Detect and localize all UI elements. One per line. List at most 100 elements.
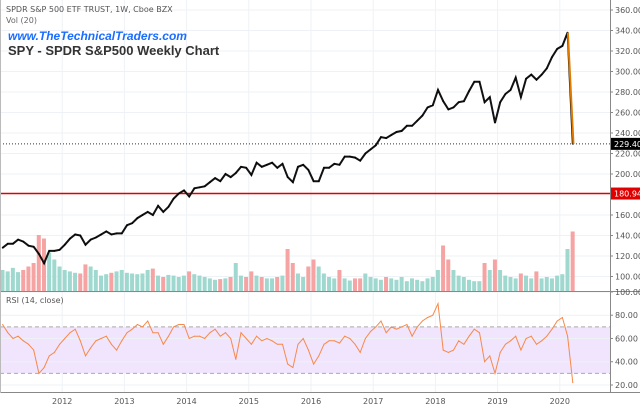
price-point xyxy=(432,104,434,107)
volume-bar xyxy=(321,273,326,291)
volume-bar xyxy=(259,277,264,291)
price-point xyxy=(369,148,372,151)
time-tick-label: 2014 xyxy=(176,397,196,406)
rsi-point xyxy=(297,343,299,345)
rsi-point xyxy=(489,355,491,357)
price-point xyxy=(380,136,382,138)
price-point xyxy=(343,155,346,158)
rsi-point xyxy=(136,324,138,326)
rsi-point xyxy=(416,326,418,328)
volume-bar xyxy=(156,275,160,291)
volume-bar xyxy=(415,279,420,291)
rsi-point xyxy=(224,332,226,334)
volume-bar xyxy=(285,249,290,291)
price-point xyxy=(235,172,237,174)
rsi-point xyxy=(333,340,335,342)
price-point xyxy=(95,236,97,239)
volume-bar xyxy=(135,274,140,291)
rsi-tick-label: 100.00 xyxy=(615,288,640,297)
volume-bar xyxy=(104,274,109,291)
time-tick-label: 2016 xyxy=(301,397,321,406)
price-point xyxy=(157,204,159,207)
volume-bar xyxy=(249,271,254,291)
volume-bar xyxy=(435,270,440,291)
rsi-point xyxy=(370,331,372,333)
volume-bar xyxy=(441,245,446,291)
rsi-point xyxy=(354,343,356,345)
rsi-point xyxy=(411,335,413,337)
rsi-point xyxy=(541,340,543,342)
volume-bar xyxy=(337,270,342,291)
rsi-point xyxy=(572,382,574,384)
rsi-point xyxy=(421,320,423,322)
rsi-point xyxy=(530,335,532,337)
rsi-point xyxy=(53,351,55,353)
price-point xyxy=(281,162,284,165)
volume-bar xyxy=(513,278,518,291)
price-point xyxy=(457,101,460,104)
price-point xyxy=(374,144,377,147)
rsi-point xyxy=(204,337,206,339)
rsi-point xyxy=(427,317,429,319)
volume-bar xyxy=(109,272,114,291)
price-point xyxy=(1,247,4,249)
volume-bar xyxy=(342,278,347,291)
price-tick-label: 160.00 xyxy=(615,211,640,220)
price-point xyxy=(43,262,45,264)
price-point xyxy=(69,237,71,240)
rsi-point xyxy=(162,343,164,345)
price-point xyxy=(203,185,206,188)
price-point xyxy=(292,181,294,183)
rsi-point xyxy=(48,355,50,357)
rsi-point xyxy=(2,324,4,326)
current-price-badge xyxy=(611,137,640,150)
price-point xyxy=(219,180,222,182)
volume-bar xyxy=(503,275,508,291)
rsi-point xyxy=(468,335,470,337)
rsi-point xyxy=(437,303,439,305)
volume-bar xyxy=(306,266,311,291)
price-point xyxy=(333,162,336,165)
price-point xyxy=(240,166,242,168)
rsi-point xyxy=(535,343,537,345)
volume-bar xyxy=(130,273,135,291)
price-point xyxy=(504,93,507,95)
price-point xyxy=(141,214,144,216)
volume-bar xyxy=(264,278,269,291)
rsi-point xyxy=(261,340,263,342)
volume-bar xyxy=(472,281,477,291)
volume-bar xyxy=(52,259,57,291)
rsi-point xyxy=(157,332,159,334)
price-point xyxy=(167,206,170,208)
rsi-point xyxy=(556,320,558,322)
rsi-point xyxy=(64,337,66,339)
rsi-point xyxy=(380,320,382,322)
volume-bar xyxy=(394,279,399,291)
volume-bar xyxy=(47,252,52,291)
rsi-point xyxy=(95,340,97,342)
volume-bar xyxy=(171,275,176,291)
price-point xyxy=(79,234,82,237)
volume-bar xyxy=(166,274,171,291)
rsi-point xyxy=(209,332,211,334)
volume-bar xyxy=(446,259,451,291)
price-point xyxy=(307,169,310,171)
rsi-point xyxy=(219,335,221,337)
volume-bar xyxy=(560,274,565,291)
volume-bar xyxy=(218,279,223,291)
rsi-point xyxy=(142,326,144,328)
price-point xyxy=(452,106,455,109)
price-point xyxy=(89,238,92,241)
price-point xyxy=(297,166,299,168)
volume-bar xyxy=(223,278,228,291)
price-tick-label: 240.00 xyxy=(615,129,640,138)
volume-bar xyxy=(518,273,523,291)
volume-bar xyxy=(570,231,575,291)
time-tick-label: 2012 xyxy=(52,397,72,406)
price-point xyxy=(27,244,30,247)
time-tick-label: 2020 xyxy=(550,397,570,406)
volume-bar xyxy=(83,264,88,291)
volume-bar xyxy=(555,275,560,291)
volume-bar xyxy=(207,278,212,291)
price-point xyxy=(385,137,387,139)
